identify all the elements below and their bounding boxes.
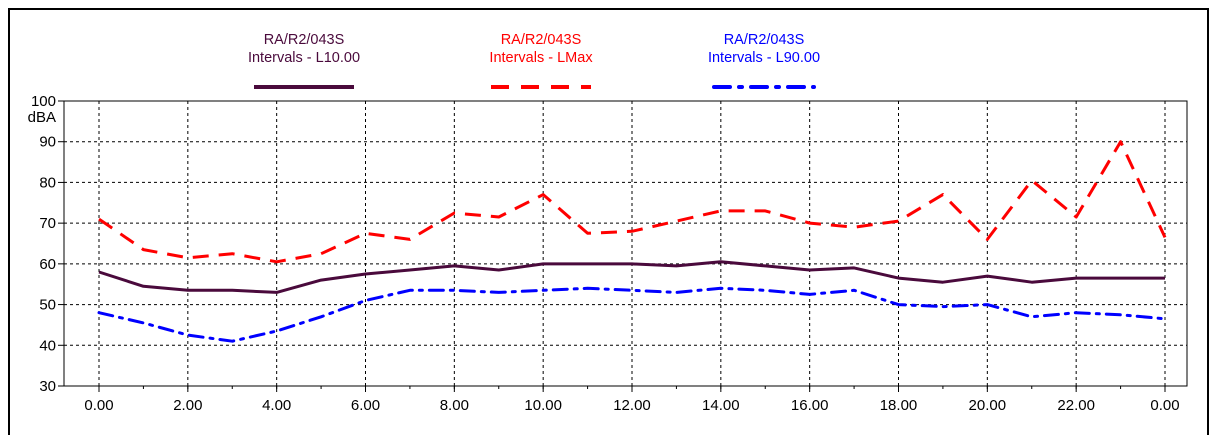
x-tick-label: 10.00 xyxy=(524,397,562,414)
legend-series-desc-3: Intervals - L90.00 xyxy=(708,50,820,66)
y-tick-label: 90 xyxy=(39,134,56,151)
x-tick-label: 8.00 xyxy=(440,397,469,414)
x-tick-label: 16.00 xyxy=(791,397,829,414)
legend-series-desc-1: Intervals - L10.00 xyxy=(248,50,360,66)
y-tick-label: 40 xyxy=(39,337,56,354)
series-line-2 xyxy=(98,140,1167,264)
legend-series-name-1: RA/R2/043S xyxy=(264,32,345,48)
y-tick-label: 30 xyxy=(39,378,56,395)
legend-series-name-3: RA/R2/043S xyxy=(724,32,805,48)
legend-series-name-2: RA/R2/043S xyxy=(501,32,582,48)
legend-series-desc-2: Intervals - LMax xyxy=(489,50,593,66)
y-tick-label: 100 xyxy=(31,93,56,110)
x-tick-label: 22.00 xyxy=(1057,397,1095,414)
y-tick-label: 60 xyxy=(39,256,56,273)
grid-layer xyxy=(63,100,1188,387)
x-tick-label: 20.00 xyxy=(969,397,1007,414)
series-line-3 xyxy=(97,286,1167,343)
x-tick-label: 0.00 xyxy=(1150,397,1179,414)
legend: RA/R2/043S Intervals - L10.00 RA/R2/043S In… xyxy=(248,32,820,89)
series-line-1 xyxy=(98,260,1165,294)
x-tick-label: 14.00 xyxy=(702,397,740,414)
x-tick-label: 6.00 xyxy=(351,397,380,414)
x-tick-label: 0.00 xyxy=(84,397,113,414)
x-tick-label: 18.00 xyxy=(880,397,918,414)
y-axis-label: dBA xyxy=(28,109,56,126)
x-tick-label: 12.00 xyxy=(613,397,651,414)
series-layer xyxy=(97,140,1167,343)
plot-area xyxy=(63,100,1188,387)
x-tick-label: 4.00 xyxy=(262,397,291,414)
x-tick-label: 2.00 xyxy=(173,397,202,414)
y-tick-label: 70 xyxy=(39,215,56,232)
y-tick-label: 80 xyxy=(39,174,56,191)
y-tick-label: 50 xyxy=(39,297,56,314)
